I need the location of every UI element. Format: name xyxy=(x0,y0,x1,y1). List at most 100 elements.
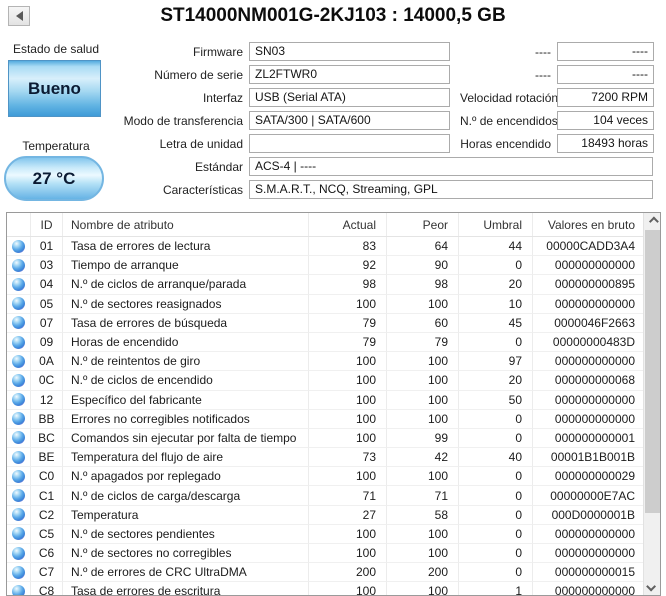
table-row[interactable]: 07 Tasa de errores de búsqueda 79 60 45 … xyxy=(7,313,643,333)
table-row[interactable]: 03 Tiempo de arranque 92 90 0 0000000000… xyxy=(7,256,643,276)
header-attribute-name[interactable]: Nombre de atributo xyxy=(63,213,309,236)
table-row[interactable]: C1 N.º de ciclos de carga/descarga 71 71… xyxy=(7,486,643,506)
cell-peor: 99 xyxy=(387,428,459,449)
field-label: Horas encendido xyxy=(460,136,551,151)
table-row[interactable]: C2 Temperatura 27 58 0 000D0000001B xyxy=(7,505,643,525)
table-row[interactable]: 0C N.º de ciclos de encendido 100 100 20… xyxy=(7,371,643,391)
table-row[interactable]: C0 N.º apagados por replegado 100 100 0 … xyxy=(7,467,643,487)
cell-raw-value: 000000000000 xyxy=(533,525,643,544)
temperature-button[interactable]: 27 °C xyxy=(4,156,104,201)
cell-raw-value: 000000000000 xyxy=(533,256,643,276)
chevron-up-icon xyxy=(648,216,659,227)
table-row[interactable]: BC Comandos sin ejecutar por falta de ti… xyxy=(7,428,643,449)
field-value[interactable]: SN03 xyxy=(249,42,450,61)
field-label: Estándar xyxy=(194,159,243,174)
info-field-row: Velocidad rotación 7200 RPM xyxy=(460,86,660,109)
cell-raw-value: 000000000000 xyxy=(533,352,643,372)
table-row[interactable]: C6 N.º de sectores no corregibles 100 10… xyxy=(7,544,643,564)
field-value[interactable]: 104 veces xyxy=(557,111,654,130)
field-value[interactable]: ---- xyxy=(557,42,654,61)
scrollbar-thumb[interactable] xyxy=(645,230,660,513)
cell-peor: 100 xyxy=(387,352,459,372)
header-actual[interactable]: Actual xyxy=(309,213,387,236)
cell-attribute-name: N.º de ciclos de encendido xyxy=(63,371,309,391)
status-ok-icon xyxy=(12,431,25,445)
field-value[interactable]: ZL2FTWR0 xyxy=(249,65,450,84)
cell-id: 03 xyxy=(31,256,63,276)
cell-id: C2 xyxy=(31,505,63,525)
cell-peor: 58 xyxy=(387,505,459,525)
status-ok-icon xyxy=(12,412,25,426)
cell-id: 01 xyxy=(31,237,63,257)
cell-attribute-name: Tasa de errores de búsqueda xyxy=(63,313,309,333)
cell-attribute-name: Tasa de errores de escritura xyxy=(63,582,309,595)
cell-raw-value: 000000000000 xyxy=(533,582,643,595)
table-scrollbar[interactable] xyxy=(643,213,660,595)
cell-attribute-name: Horas de encendido xyxy=(63,332,309,353)
cell-umbral: 40 xyxy=(459,448,533,468)
cell-actual: 27 xyxy=(309,505,387,525)
field-value[interactable]: 18493 horas xyxy=(557,134,654,153)
cell-id: 04 xyxy=(31,275,63,295)
field-value[interactable]: ---- xyxy=(557,65,654,84)
cell-attribute-name: N.º de ciclos de arranque/parada xyxy=(63,275,309,295)
cell-peor: 42 xyxy=(387,448,459,468)
field-value[interactable]: 7200 RPM xyxy=(557,88,654,107)
scroll-up-button[interactable] xyxy=(644,213,660,230)
header-peor[interactable]: Peor xyxy=(387,213,459,236)
cell-id: 05 xyxy=(31,294,63,314)
header-umbral[interactable]: Umbral xyxy=(459,213,533,236)
cell-id: BB xyxy=(31,409,63,429)
cell-umbral: 0 xyxy=(459,467,533,487)
table-row[interactable]: BB Errores no corregibles notificados 10… xyxy=(7,409,643,429)
back-button[interactable] xyxy=(8,6,30,26)
field-value[interactable]: SATA/300 | SATA/600 xyxy=(249,111,450,130)
smart-attribute-table: ID Nombre de atributo Actual Peor Umbral… xyxy=(6,212,661,596)
header-raw-values[interactable]: Valores en bruto xyxy=(547,217,635,232)
scroll-down-button[interactable] xyxy=(644,578,660,595)
cell-raw-value: 000D0000001B xyxy=(533,506,643,525)
field-value[interactable] xyxy=(249,134,450,153)
cell-id: C7 xyxy=(31,563,63,583)
table-row[interactable]: 12 Específico del fabricante 100 100 50 … xyxy=(7,390,643,410)
table-row[interactable]: 01 Tasa de errores de lectura 83 64 44 0… xyxy=(7,237,643,257)
cell-id: C1 xyxy=(31,486,63,506)
cell-attribute-name: Errores no corregibles notificados xyxy=(63,409,309,429)
field-value[interactable]: S.M.A.R.T., NCQ, Streaming, GPL xyxy=(249,180,653,199)
cell-peor: 100 xyxy=(387,544,459,564)
cell-actual: 100 xyxy=(309,294,387,314)
field-value[interactable]: USB (Serial ATA) xyxy=(249,88,450,107)
cell-umbral: 0 xyxy=(459,428,533,449)
info-field-row: ---- ---- xyxy=(460,40,660,63)
table-row[interactable]: 04 N.º de ciclos de arranque/parada 98 9… xyxy=(7,275,643,295)
status-ok-icon xyxy=(12,489,25,503)
left-arrow-icon xyxy=(15,11,23,21)
table-row[interactable]: 0A N.º de reintentos de giro 100 100 97 … xyxy=(7,352,643,372)
table-row[interactable]: 05 N.º de sectores reasignados 100 100 1… xyxy=(7,294,643,314)
table-row[interactable]: C5 N.º de sectores pendientes 100 100 0 … xyxy=(7,524,643,544)
table-row[interactable]: C8 Tasa de errores de escritura 100 100 … xyxy=(7,582,643,595)
header-id[interactable]: ID xyxy=(31,213,63,236)
health-status-button[interactable]: Bueno xyxy=(8,60,101,117)
chevron-down-icon xyxy=(645,581,656,592)
table-row[interactable]: C7 N.º de errores de CRC UltraDMA 200 20… xyxy=(7,563,643,583)
info-form-left: Firmware SN03 Número de serie ZL2FTWR0 I… xyxy=(0,40,660,201)
info-field-row: Letra de unidad xyxy=(0,132,660,155)
cell-raw-value: 000000000068 xyxy=(533,371,643,391)
status-ok-icon xyxy=(12,316,25,330)
cell-attribute-name: N.º apagados por replegado xyxy=(63,467,309,487)
cell-peor: 100 xyxy=(387,524,459,544)
field-value[interactable]: ACS-4 | ---- xyxy=(249,157,653,176)
cell-actual: 98 xyxy=(309,275,387,295)
cell-umbral: 0 xyxy=(459,524,533,544)
cell-attribute-name: Tasa de errores de lectura xyxy=(63,237,309,257)
field-label: ---- xyxy=(535,44,551,59)
cell-raw-value: 00001B1B001B xyxy=(533,448,643,468)
table-row[interactable]: 09 Horas de encendido 79 79 0 0000000048… xyxy=(7,332,643,353)
cell-umbral: 45 xyxy=(459,313,533,333)
field-label: Velocidad rotación xyxy=(460,90,559,105)
table-row[interactable]: BE Temperatura del flujo de aire 73 42 4… xyxy=(7,448,643,468)
cell-peor: 100 xyxy=(387,467,459,487)
header-status-icon-column[interactable] xyxy=(7,213,31,236)
cell-raw-value: 00000CADD3A4 xyxy=(533,237,643,257)
